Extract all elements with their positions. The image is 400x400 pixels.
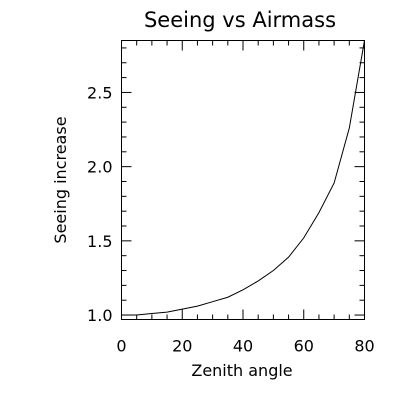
y-tick-label: 2.0	[87, 158, 112, 177]
x-tick-labels: 0 20 40 60 80	[116, 337, 374, 356]
x-tick-label: 40	[233, 337, 253, 356]
x-tick-label: 80	[354, 337, 374, 356]
y-tick-labels: 1.0 1.5 2.0 2.5	[87, 83, 112, 325]
x-tick-label: 60	[294, 337, 314, 356]
x-tick-label: 20	[172, 337, 192, 356]
x-axis-label: Zenith angle	[191, 361, 292, 380]
y-tick-label: 2.5	[87, 83, 112, 102]
x-tick-label: 0	[116, 337, 126, 356]
y-axis-label: Seeing increase	[51, 116, 70, 243]
series-line-seeing-increase	[121, 40, 365, 316]
chart-title: Seeing vs Airmass	[144, 8, 336, 32]
y-tick-label: 1.5	[87, 232, 112, 251]
plot-frame	[121, 40, 365, 320]
y-tick-label: 1.0	[87, 306, 112, 325]
tick-marks	[121, 40, 365, 320]
